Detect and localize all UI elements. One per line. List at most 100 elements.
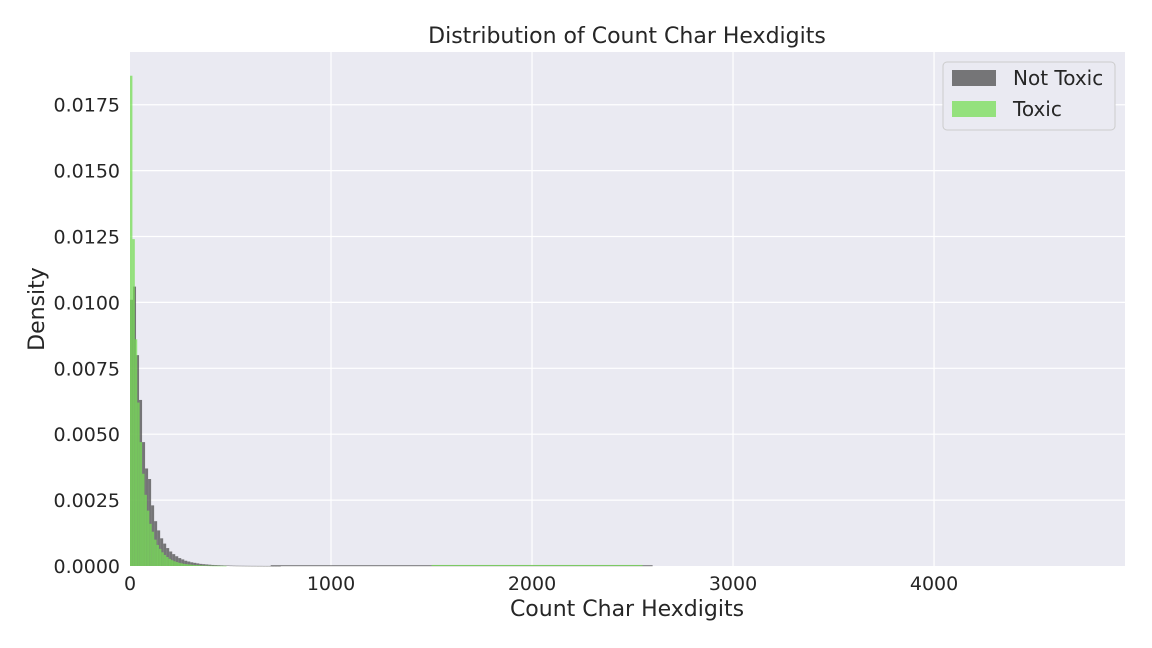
histogram-bar — [175, 556, 179, 566]
histogram-bar — [142, 473, 145, 566]
x-tick-label: 1000 — [307, 573, 355, 595]
histogram-bar — [238, 565, 242, 567]
x-tick-label: 0 — [124, 573, 136, 595]
histogram-bar — [161, 552, 164, 566]
histogram-bar — [166, 557, 169, 566]
y-tick-label: 0.0150 — [54, 161, 120, 183]
histogram-tail-bars — [431, 564, 643, 566]
histogram-bar — [139, 442, 143, 566]
histogram-bar — [226, 565, 230, 567]
histogram-bar — [268, 565, 272, 567]
series-toxic — [130, 75, 643, 567]
histogram-bar — [169, 551, 173, 566]
histogram-bar — [235, 565, 239, 567]
y-tick-label: 0.0100 — [54, 292, 120, 314]
histogram-bar — [244, 565, 248, 567]
histogram-bar — [253, 565, 257, 567]
histogram-bar — [207, 565, 210, 567]
histogram-bar — [219, 565, 222, 567]
histogram-bar — [160, 538, 164, 566]
histogram-bar — [217, 565, 221, 566]
histogram-bar — [209, 565, 213, 567]
histogram-bar — [190, 562, 194, 566]
histogram-bar — [208, 564, 212, 566]
histogram-bar — [247, 565, 251, 567]
histogram-bar — [193, 562, 197, 566]
histogram-bar — [229, 565, 233, 567]
histogram-bar — [181, 559, 185, 566]
histogram-bar — [196, 563, 200, 566]
histogram-bar — [192, 564, 196, 566]
histogram-bar — [146, 510, 150, 566]
histogram-bar — [178, 558, 182, 566]
histogram-bar — [163, 554, 167, 566]
histogram-bar — [148, 479, 152, 566]
legend-label-not-toxic: Not Toxic — [1013, 66, 1103, 90]
y-tick-label: 0.0125 — [54, 227, 120, 249]
histogram-bar — [134, 339, 138, 566]
histogram-bar — [190, 564, 193, 566]
chart-title: Distribution of Count Char Hexdigits — [428, 24, 826, 49]
histogram-bar — [223, 565, 227, 566]
y-tick-label: 0.0175 — [54, 95, 120, 117]
histogram-bar — [137, 402, 140, 566]
histogram-bar — [132, 239, 135, 566]
histogram-bar — [232, 565, 236, 567]
x-tick-label: 4000 — [910, 573, 958, 595]
histogram-bar — [144, 494, 147, 566]
histogram-bar — [195, 565, 198, 566]
histogram-bar — [187, 564, 191, 566]
plot-area — [130, 52, 1125, 566]
histogram-bars — [130, 75, 653, 567]
axis-ticks: 0 1000 2000 3000 4000 0.0000 0.0025 0.0050 0.007… — [54, 95, 959, 595]
histogram-bar — [214, 565, 217, 567]
legend-swatch-toxic — [952, 101, 996, 117]
histogram-bar — [250, 565, 254, 567]
histogram-bar — [156, 544, 159, 566]
histogram-bar — [180, 563, 184, 566]
y-tick-label: 0.0050 — [54, 424, 120, 446]
histogram-bar — [183, 563, 186, 566]
histogram-bar — [265, 565, 269, 567]
histogram-bar — [214, 565, 218, 566]
histogram-bar — [175, 562, 179, 566]
legend-label-toxic: Toxic — [1012, 97, 1062, 121]
histogram-bar — [158, 548, 162, 566]
histogram-bar — [197, 565, 200, 566]
histogram-bar — [199, 563, 203, 566]
histogram-bar — [185, 564, 188, 566]
histogram-bar — [256, 565, 260, 567]
histogram-bar — [259, 565, 263, 567]
y-tick-label: 0.0000 — [54, 556, 120, 578]
histogram-bar — [184, 560, 188, 566]
x-tick-label: 2000 — [508, 573, 556, 595]
legend-swatch-not-toxic — [952, 70, 996, 86]
x-axis-label: Count Char Hexdigits — [510, 597, 744, 622]
histogram-bar — [199, 565, 203, 566]
y-axis-label: Density — [25, 267, 50, 351]
histogram-bar — [216, 565, 220, 567]
histogram-bar — [224, 565, 227, 567]
histogram-bar — [154, 539, 157, 566]
y-tick-label: 0.0025 — [54, 490, 120, 512]
histogram-bar — [220, 565, 224, 566]
histogram-bar — [171, 560, 174, 566]
histogram-bar — [149, 523, 152, 566]
x-tick-label: 3000 — [709, 573, 757, 595]
histogram-bar — [202, 565, 205, 566]
histogram-bar — [262, 565, 266, 567]
histogram-bar — [178, 562, 181, 566]
histogram-bar — [205, 564, 209, 566]
histogram-bar — [211, 564, 215, 566]
histogram-bar — [130, 75, 133, 566]
histogram-bar — [221, 565, 225, 567]
histogram-bar — [172, 554, 176, 566]
histogram-bar — [173, 561, 176, 566]
histogram-bar — [187, 561, 191, 566]
histogram-bar — [202, 564, 206, 566]
legend: Not Toxic Toxic — [942, 61, 1116, 131]
histogram-bar — [163, 543, 167, 566]
y-tick-label: 0.0075 — [54, 358, 120, 380]
histogram-bar — [204, 565, 208, 567]
